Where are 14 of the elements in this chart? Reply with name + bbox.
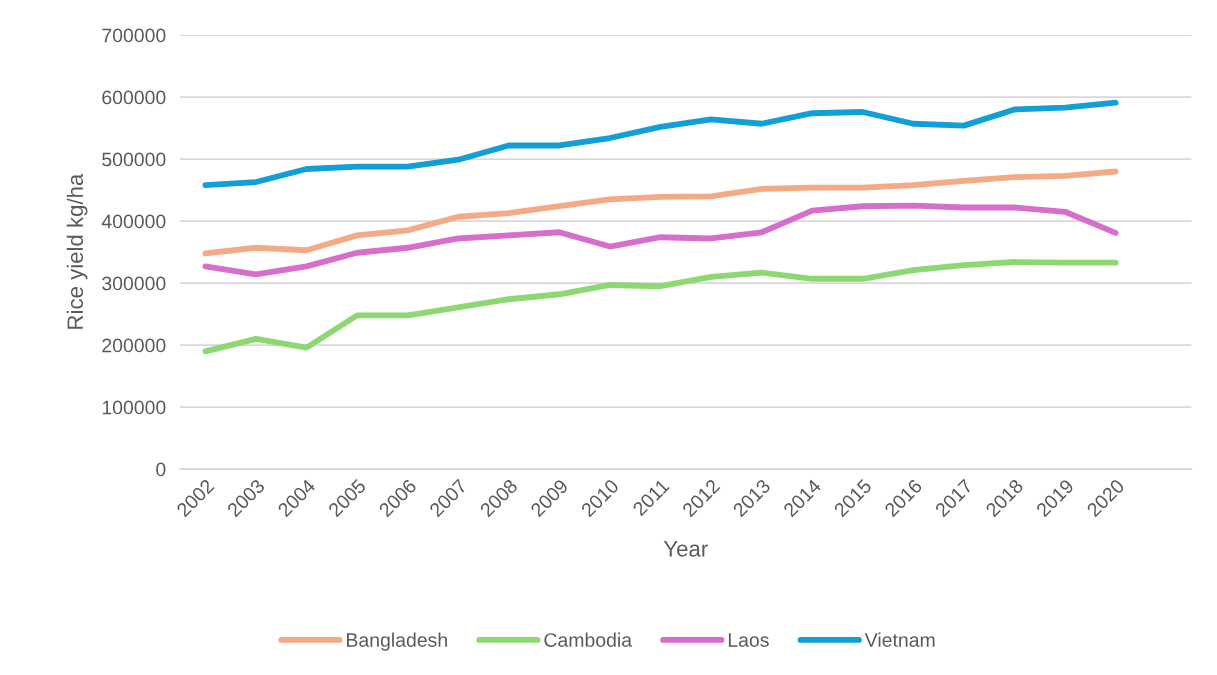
y-tick-label: 700000 [102,28,166,43]
y-tick-label: 600000 [102,90,166,105]
legend-label: Bangladesh [347,632,447,651]
y-tick-label: 400000 [101,214,166,229]
y-tick-label: 0 [156,462,166,477]
y-axis-title: Rice yield kg/ha [66,173,88,329]
y-tick-label: 200000 [102,338,166,353]
y-tick-label: 100000 [102,400,166,415]
legend-label: Cambodia [544,632,633,647]
x-axis-title: Year [663,541,708,557]
legend-label: Laos [728,633,769,647]
legend-label: Vietnam [864,632,935,647]
y-tick-label: 300000 [102,276,166,291]
y-tick-label: 500000 [102,152,166,167]
